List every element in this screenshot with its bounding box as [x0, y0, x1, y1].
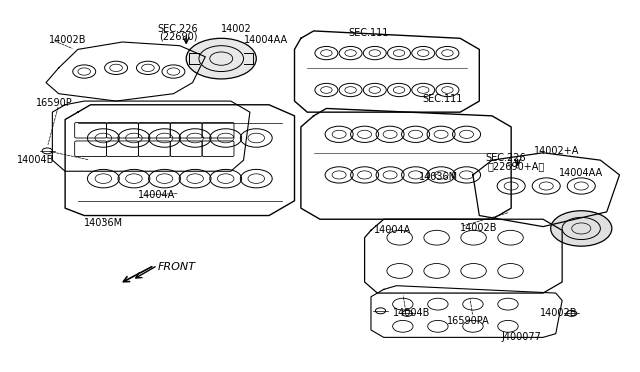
- Text: 14002B: 14002B: [540, 308, 577, 318]
- Text: 14036M: 14036M: [84, 218, 124, 228]
- Text: 14002B: 14002B: [460, 224, 498, 234]
- Text: 14004B: 14004B: [17, 155, 54, 165]
- Text: 14002: 14002: [221, 24, 252, 34]
- Text: 14004AA: 14004AA: [559, 168, 603, 178]
- Text: 。22690+A〣: 。22690+A〣: [488, 161, 545, 171]
- Text: 14004AA: 14004AA: [244, 35, 287, 45]
- Text: 14004A: 14004A: [374, 225, 412, 235]
- Text: SEC.226: SEC.226: [157, 24, 198, 34]
- Text: (22690): (22690): [159, 32, 198, 41]
- Circle shape: [186, 38, 256, 79]
- Text: SEC.111: SEC.111: [349, 28, 389, 38]
- Text: SEC.111: SEC.111: [422, 94, 462, 104]
- Text: 14004B: 14004B: [394, 308, 431, 318]
- Text: 16590P: 16590P: [36, 98, 73, 108]
- Circle shape: [550, 211, 612, 246]
- Text: 14002+A: 14002+A: [534, 146, 579, 156]
- Text: 14004A: 14004A: [138, 190, 175, 200]
- Text: FRONT: FRONT: [157, 262, 195, 272]
- Text: J400077: J400077: [502, 332, 541, 342]
- Text: 14002B: 14002B: [49, 35, 86, 45]
- Text: 16590PA: 16590PA: [447, 316, 490, 326]
- Text: SEC.226: SEC.226: [486, 153, 526, 163]
- Text: 14036M: 14036M: [419, 172, 458, 182]
